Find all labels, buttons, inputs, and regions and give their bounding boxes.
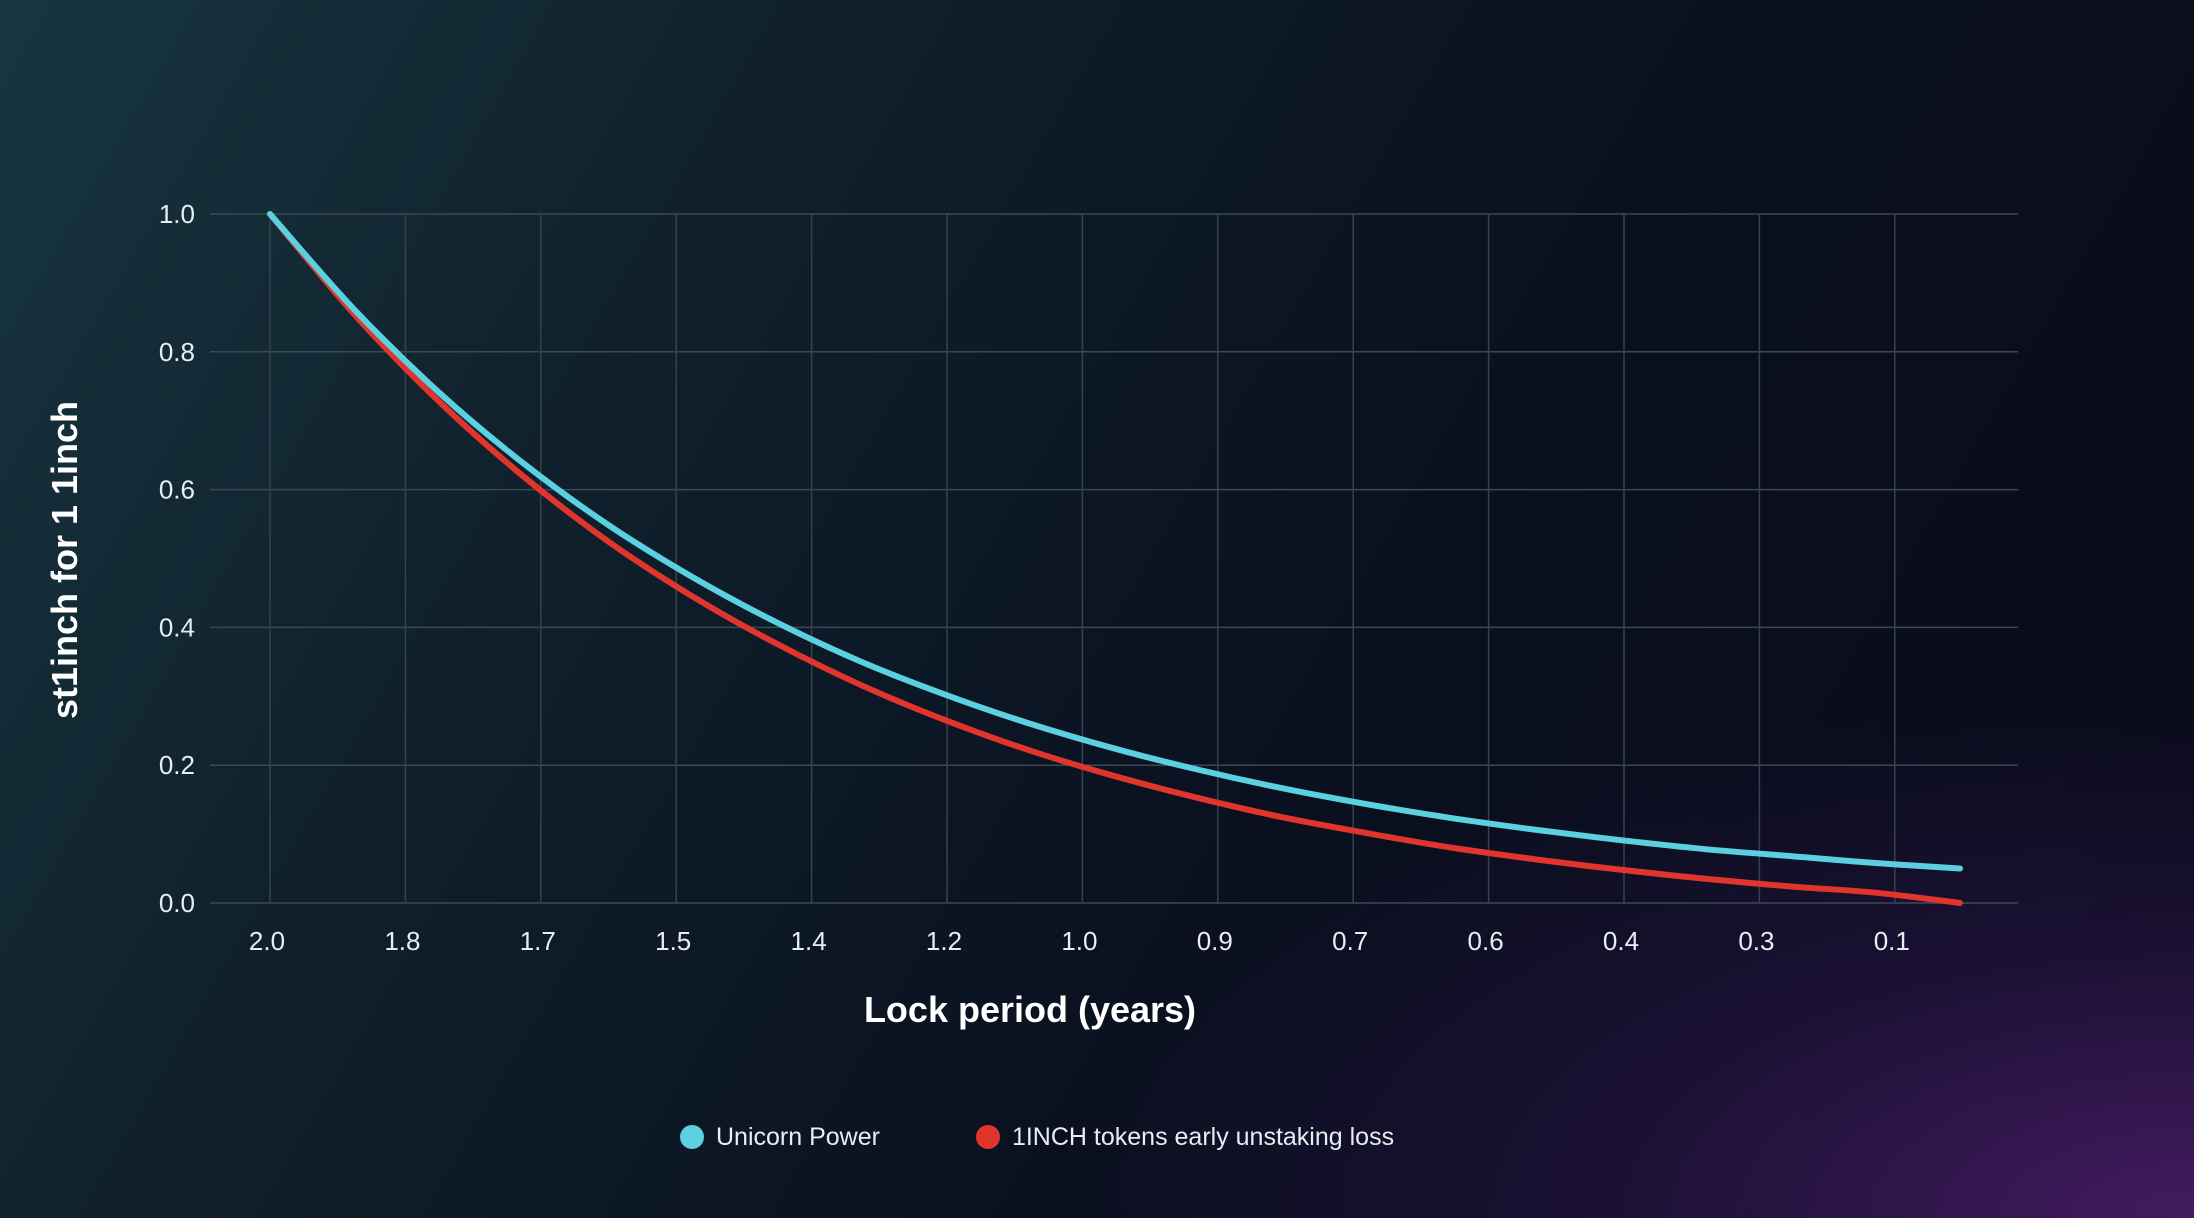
legend-label-unicorn-power: Unicorn Power: [716, 1122, 880, 1151]
legend-label-unstaking-loss: 1INCH tokens early unstaking loss: [1011, 1122, 1395, 1151]
series-line-unstaking-loss: [267, 211, 1963, 906]
legend-item-unicorn-power: Unicorn Power: [680, 1123, 880, 1152]
y-axis-title: st1inch for 1 1inch: [44, 401, 85, 719]
legend-item-unstaking-loss: 1INCH tokens early unstaking loss: [975, 1122, 1395, 1152]
grid-lines: [210, 213, 2018, 904]
x-tick-label: 0.3: [1738, 926, 1774, 956]
x-axis-title: Lock period (years): [864, 989, 1196, 1030]
x-tick-label: 1.7: [520, 926, 556, 956]
y-tick-label: 0.4: [159, 612, 195, 642]
x-tick-label: 0.6: [1468, 926, 1504, 956]
x-tick-label: 1.4: [791, 926, 827, 956]
x-tick-label: 1.5: [655, 926, 691, 956]
x-tick-label: 1.0: [1061, 926, 1097, 956]
y-tick-label: 0.0: [159, 888, 195, 918]
legend: Unicorn Power 1INCH tokens early unstaki…: [680, 1120, 1394, 1154]
x-tick-label: 0.4: [1603, 926, 1639, 956]
x-tick-label: 0.1: [1874, 926, 1910, 956]
x-tick-label: 2.0: [249, 926, 285, 956]
series-lines: [267, 211, 1963, 906]
y-axis-ticks: 0.0 0.2 0.4 0.6 0.8 1.0: [159, 199, 195, 918]
y-tick-label: 1.0: [159, 199, 195, 229]
x-tick-label: 0.7: [1332, 926, 1368, 956]
x-axis-ticks: 2.0 1.8 1.7 1.5 1.4 1.2 1.0 0.9 0.7 0.6 0.4 0.3 0.1: [249, 926, 1910, 956]
legend-swatch-unicorn-power: [680, 1125, 704, 1149]
y-tick-label: 0.2: [159, 750, 195, 780]
series-line-unicorn-power: [267, 211, 1963, 872]
y-tick-label: 0.6: [159, 475, 195, 505]
legend-swatch-unstaking-loss: [975, 1125, 1000, 1149]
y-tick-label: 0.8: [159, 337, 195, 367]
x-tick-label: 1.8: [384, 926, 420, 956]
x-tick-label: 0.9: [1197, 926, 1233, 956]
x-tick-label: 1.2: [926, 926, 962, 956]
